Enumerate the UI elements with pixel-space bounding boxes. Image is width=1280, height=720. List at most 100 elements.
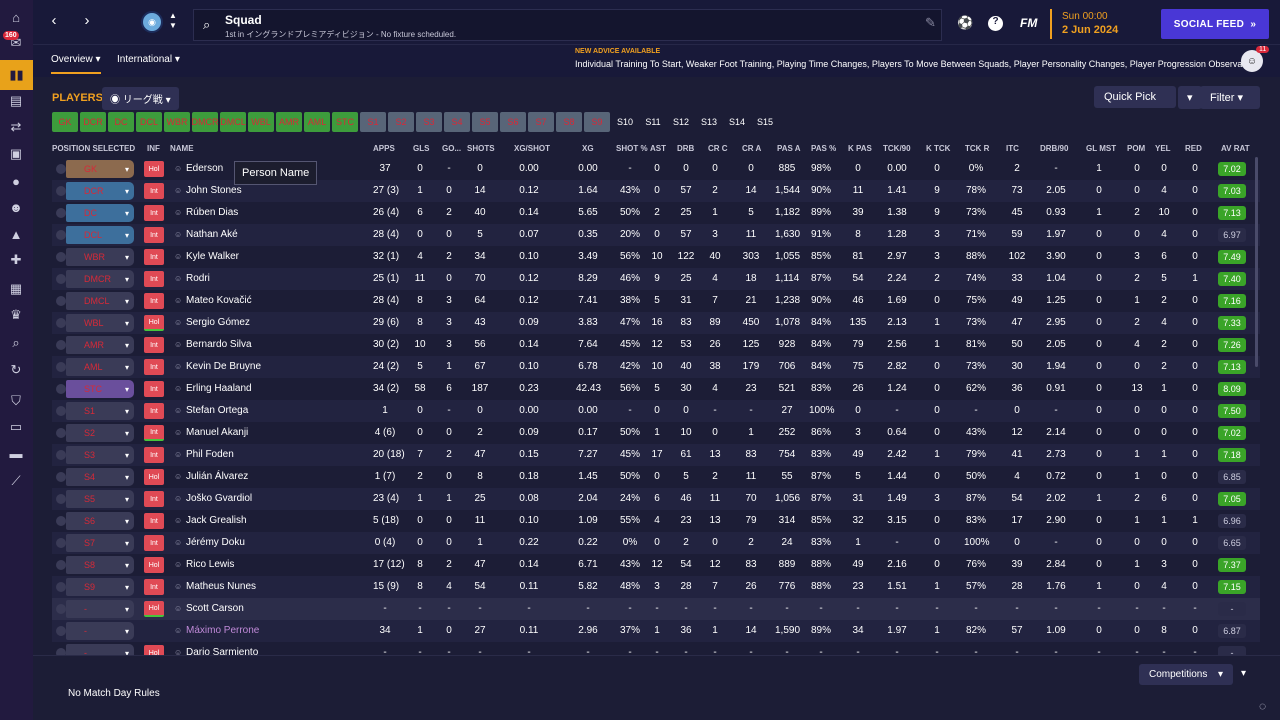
- filter-button[interactable]: Filter ▾: [1200, 86, 1260, 109]
- position-chip[interactable]: DMCR: [192, 112, 219, 132]
- player-name[interactable]: Jack Grealish: [186, 515, 247, 526]
- home-icon[interactable]: ⌂: [12, 9, 20, 25]
- search-bar[interactable]: ⌕ Squad 1st in イングランドプレミアディビジョン - No fix…: [193, 9, 942, 41]
- table-row[interactable]: AMR ▾ Int ☺ Bernardo Silva 30 (2) 10 3 56 0.14 7.6…: [52, 334, 1260, 356]
- info-badge[interactable]: Int: [144, 249, 164, 265]
- info-badge[interactable]: Int: [144, 183, 164, 199]
- select-check-icon[interactable]: [56, 208, 66, 218]
- column-header[interactable]: DRB/90: [1040, 144, 1069, 153]
- scouting-icon[interactable]: ⌕: [12, 335, 20, 350]
- position-select[interactable]: S4 ▾: [66, 468, 134, 486]
- clipboard-icon[interactable]: ▤: [9, 93, 23, 108]
- table-row[interactable]: S5 ▾ Int ☺ Joško Gvardiol 23 (4) 1 1 25 0.08 2.04 2…: [52, 488, 1260, 510]
- table-row[interactable]: S9 ▾ Int ☺ Matheus Nunes 15 (9) 8 4 54 0.11 5.82 48…: [52, 576, 1260, 598]
- scrollbar[interactable]: [1255, 157, 1258, 367]
- info-badge[interactable]: Int: [144, 381, 164, 397]
- table-row[interactable]: S7 ▾ Int ☺ Jérémy Doku 0 (4) 0 0 1 0.22 0.22 0% 0 2 0 2…: [52, 532, 1260, 554]
- date-box[interactable]: Sun 00:00 2 Jun 2024: [1050, 9, 1118, 39]
- position-select[interactable]: DCL ▾: [66, 226, 134, 244]
- position-select[interactable]: AMR ▾: [66, 336, 134, 354]
- forward-icon[interactable]: ›: [84, 12, 90, 29]
- table-row[interactable]: AML ▾ Int ☺ Kevin De Bruyne 24 (2) 5 1 67 0.10 6.7…: [52, 356, 1260, 378]
- tab-overview[interactable]: Overview ▾: [51, 54, 101, 74]
- column-header[interactable]: GLS: [413, 144, 430, 153]
- social-feed-button[interactable]: SOCIAL FEED »: [1161, 9, 1269, 39]
- player-name[interactable]: Manuel Akanji: [186, 427, 249, 438]
- advice-panel[interactable]: NEW ADVICE AVAILABLE Individual Training…: [575, 48, 1261, 69]
- position-chip[interactable]: S7: [528, 112, 554, 132]
- position-select[interactable]: AML ▾: [66, 358, 134, 376]
- column-header[interactable]: POSITION SELECTED: [52, 144, 136, 153]
- medical-icon[interactable]: ✚: [10, 252, 22, 267]
- info-badge[interactable]: Hol: [144, 161, 164, 177]
- table-row[interactable]: S2 ▾ Int ☺ Manuel Akanji 4 (6) 0 0 2 0.09 0.17 50% 1…: [52, 422, 1260, 444]
- pencil-icon[interactable]: ✎: [925, 15, 936, 30]
- info-badge[interactable]: Hol: [144, 601, 164, 617]
- player-name[interactable]: Ederson: [186, 163, 224, 174]
- position-chip[interactable]: DC: [108, 112, 134, 132]
- transfer-icon[interactable]: ⇄: [10, 119, 22, 134]
- column-header[interactable]: GO...: [442, 144, 462, 153]
- table-row[interactable]: DCR ▾ Int ☺ John Stones 27 (3) 1 0 14 0.12 1.64 43%…: [52, 180, 1260, 202]
- column-header[interactable]: TCK R: [965, 144, 990, 153]
- position-chip[interactable]: S15: [756, 117, 773, 127]
- info-badge[interactable]: Hol: [144, 469, 164, 485]
- position-chip[interactable]: DMCL: [220, 112, 246, 132]
- club-icon[interactable]: ⛉: [11, 393, 21, 408]
- select-check-icon[interactable]: [56, 538, 66, 548]
- info-badge[interactable]: Int: [144, 337, 164, 353]
- select-check-icon[interactable]: [56, 472, 66, 482]
- table-row[interactable]: - ▾ Hol ☺ Scott Carson - - - - - - - - - - - - - - - - - - - - - -…: [52, 598, 1260, 620]
- table-row[interactable]: GK ▾ Hol ☺ Ederson 37 0 - 0 0.00 0.00 - 0 0 0 0 885 98% 0 0…: [52, 158, 1260, 180]
- table-row[interactable]: S4 ▾ Hol ☺ Julián Álvarez 1 (7) 2 0 8 0.18 1.45 50%…: [52, 466, 1260, 488]
- info-badge[interactable]: Hol: [144, 315, 164, 331]
- table-row[interactable]: DMCR ▾ Int ☺ Rodri 25 (1) 11 0 70 0.12 8.29 46% 9 25 4…: [52, 268, 1260, 290]
- position-chip[interactable]: S11: [645, 117, 661, 127]
- column-header[interactable]: CR C: [708, 144, 728, 153]
- select-check-icon[interactable]: [56, 252, 66, 262]
- table-row[interactable]: WBL ▾ Hol ☺ Sergio Gómez 29 (6) 8 3 43 0.09 3.83 47…: [52, 312, 1260, 334]
- position-select[interactable]: STC ▾: [66, 380, 134, 398]
- position-select[interactable]: S1 ▾: [66, 402, 134, 420]
- column-header[interactable]: SHOTS: [467, 144, 495, 153]
- column-header[interactable]: AST: [650, 144, 666, 153]
- column-header[interactable]: TCK/90: [883, 144, 911, 153]
- tab-international[interactable]: International ▾: [117, 54, 180, 65]
- position-chip[interactable]: GK: [52, 112, 78, 132]
- expand-chevron-icon[interactable]: ▾: [1241, 668, 1247, 679]
- position-chip[interactable]: AML: [304, 112, 330, 132]
- position-select[interactable]: S2 ▾: [66, 424, 134, 442]
- column-header[interactable]: XG: [582, 144, 594, 153]
- table-row[interactable]: S6 ▾ Int ☺ Jack Grealish 5 (18) 0 0 11 0.10 1.09 55…: [52, 510, 1260, 532]
- column-header[interactable]: XG/SHOT: [514, 144, 551, 153]
- calendar-icon[interactable]: ▦: [9, 281, 23, 296]
- select-check-icon[interactable]: [56, 230, 66, 240]
- select-check-icon[interactable]: [56, 516, 66, 526]
- select-check-icon[interactable]: [56, 560, 66, 570]
- player-name[interactable]: Phil Foden: [186, 449, 234, 460]
- table-row[interactable]: - ▾ Hol ☺ Dario Sarmiento - - - - - - - - - - - - - - - - - - -…: [52, 642, 1260, 655]
- info-badge[interactable]: Int: [144, 271, 164, 287]
- table-row[interactable]: DMCL ▾ Int ☺ Mateo Kovačić 28 (4) 8 3 64 0.12 7.41…: [52, 290, 1260, 312]
- table-row[interactable]: - ▾ ☺ Máximo Perrone 34 1 0 27 0.11 2.96 37% 1 36 1 14…: [52, 620, 1260, 642]
- select-check-icon[interactable]: [56, 340, 66, 350]
- position-chip[interactable]: S10: [616, 117, 633, 127]
- column-header[interactable]: K PAS: [848, 144, 872, 153]
- briefcase-icon[interactable]: ▭: [9, 419, 23, 434]
- select-check-icon[interactable]: [56, 626, 66, 636]
- column-header[interactable]: NAME: [170, 144, 194, 153]
- column-header[interactable]: APPS: [373, 144, 395, 153]
- position-chip[interactable]: S4: [444, 112, 470, 132]
- column-header[interactable]: RED: [1185, 144, 1202, 153]
- position-select[interactable]: GK ▾: [66, 160, 134, 178]
- back-icon[interactable]: ‹: [51, 12, 57, 29]
- inbox-icon[interactable]: ✉: [10, 35, 22, 50]
- position-select[interactable]: S6 ▾: [66, 512, 134, 530]
- select-check-icon[interactable]: [56, 296, 66, 306]
- position-chip[interactable]: S2: [388, 112, 414, 132]
- up-down-icon[interactable]: ▲ ▼: [169, 11, 177, 30]
- player-name[interactable]: Nathan Aké: [186, 229, 238, 240]
- quick-pick-chevron-icon[interactable]: ▾: [1178, 86, 1202, 109]
- table-row[interactable]: DCL ▾ Int ☺ Nathan Aké 28 (4) 0 0 5 0.07 0.35 20% 0 5…: [52, 224, 1260, 246]
- select-check-icon[interactable]: [56, 164, 66, 174]
